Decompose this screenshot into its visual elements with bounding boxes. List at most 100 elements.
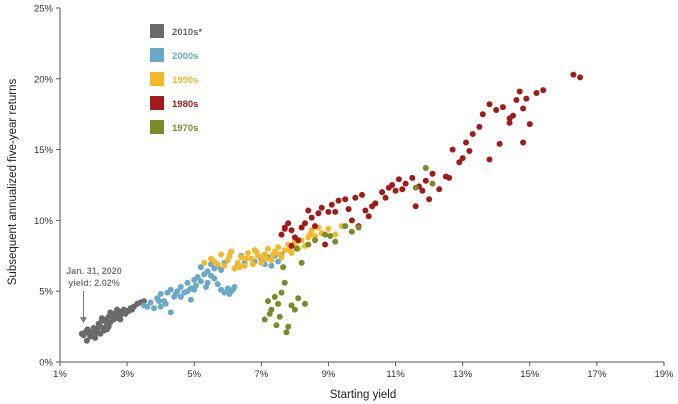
data-point bbox=[221, 289, 228, 296]
data-point bbox=[379, 189, 386, 196]
data-point bbox=[86, 330, 93, 337]
data-point bbox=[263, 255, 270, 262]
data-point bbox=[328, 201, 335, 208]
legend-label: 1970s bbox=[172, 123, 198, 134]
data-point bbox=[231, 265, 238, 272]
data-point bbox=[469, 131, 476, 137]
data-point bbox=[335, 197, 342, 204]
data-point bbox=[342, 223, 349, 230]
data-point bbox=[295, 237, 302, 244]
data-point bbox=[355, 224, 362, 231]
data-point bbox=[322, 241, 329, 248]
data-point bbox=[332, 238, 339, 245]
data-point bbox=[187, 296, 194, 303]
x-tick-label: 5% bbox=[187, 369, 201, 380]
data-point bbox=[293, 245, 300, 252]
data-point bbox=[244, 250, 251, 256]
data-point bbox=[278, 289, 285, 296]
data-point bbox=[280, 264, 287, 271]
data-point bbox=[426, 196, 433, 203]
legend-label: 1990s bbox=[172, 75, 198, 86]
data-point bbox=[197, 264, 204, 271]
data-point bbox=[268, 257, 275, 263]
data-point bbox=[412, 203, 419, 210]
x-tick-label: 13% bbox=[453, 369, 473, 380]
data-point bbox=[276, 313, 283, 320]
data-point bbox=[493, 107, 500, 113]
data-point bbox=[218, 267, 225, 273]
data-point bbox=[342, 196, 349, 203]
annotation-date: Jan. 31, 2020 bbox=[66, 266, 122, 276]
data-point bbox=[436, 186, 443, 193]
data-point bbox=[184, 279, 191, 286]
data-point bbox=[265, 245, 271, 252]
data-point bbox=[258, 259, 265, 266]
data-point bbox=[345, 206, 352, 213]
data-point bbox=[283, 329, 290, 336]
data-point bbox=[140, 298, 147, 305]
data-point bbox=[476, 123, 483, 130]
y-tick-label: 20% bbox=[34, 74, 54, 85]
data-point bbox=[322, 231, 329, 238]
data-point bbox=[399, 186, 406, 193]
data-point bbox=[261, 316, 268, 323]
data-point bbox=[281, 247, 288, 254]
data-point bbox=[285, 323, 292, 330]
data-point bbox=[392, 187, 399, 194]
data-point bbox=[422, 165, 429, 171]
data-point bbox=[248, 255, 255, 262]
data-point bbox=[95, 323, 102, 330]
data-point bbox=[288, 302, 295, 309]
data-point bbox=[352, 194, 359, 201]
legend-label: 2010s* bbox=[172, 27, 202, 38]
data-point bbox=[271, 293, 278, 300]
legend-swatch bbox=[150, 48, 164, 62]
data-point bbox=[327, 233, 334, 239]
series-points bbox=[201, 223, 345, 272]
data-point bbox=[172, 291, 179, 297]
data-point bbox=[268, 262, 275, 269]
data-point bbox=[466, 148, 473, 154]
annotation-arrow-head bbox=[79, 317, 87, 324]
data-point bbox=[229, 286, 236, 293]
data-point bbox=[302, 220, 308, 227]
data-point bbox=[162, 300, 169, 307]
data-point bbox=[275, 300, 282, 307]
data-point bbox=[194, 274, 201, 280]
data-point bbox=[249, 261, 256, 268]
y-tick-label: 10% bbox=[34, 216, 54, 227]
data-points bbox=[78, 71, 584, 344]
legend-label: 1980s bbox=[172, 99, 198, 110]
data-point bbox=[201, 259, 208, 266]
data-point bbox=[226, 291, 233, 297]
data-point bbox=[117, 316, 124, 323]
x-tick-label: 15% bbox=[520, 369, 540, 380]
data-point bbox=[513, 97, 520, 103]
data-point bbox=[325, 208, 332, 215]
data-point bbox=[214, 281, 221, 288]
data-point bbox=[523, 95, 530, 102]
data-point bbox=[281, 279, 288, 286]
data-point bbox=[456, 159, 463, 166]
data-point bbox=[278, 231, 285, 238]
x-tick-label: 17% bbox=[587, 369, 607, 380]
data-point bbox=[348, 217, 355, 224]
data-point bbox=[463, 139, 469, 146]
data-point bbox=[315, 210, 322, 217]
data-point bbox=[265, 298, 271, 305]
data-point bbox=[459, 155, 466, 162]
data-point bbox=[92, 334, 99, 341]
y-tick-label: 15% bbox=[34, 145, 54, 156]
data-point bbox=[184, 288, 191, 295]
data-point bbox=[203, 284, 209, 290]
data-point bbox=[167, 286, 174, 293]
annotation-yield: yield: 2.02% bbox=[68, 278, 120, 288]
data-point bbox=[365, 213, 372, 220]
series-points bbox=[78, 298, 147, 344]
data-point bbox=[540, 87, 547, 94]
data-point bbox=[157, 291, 164, 297]
annotation: Jan. 31, 2020 yield: 2.02% bbox=[66, 266, 122, 324]
axes: 1% 3% 5% 7% 9% 11% 13% 15% 17% 19% 0% 5% 10% 15% 20% 25… bbox=[34, 4, 674, 381]
data-point bbox=[318, 204, 325, 211]
series-points bbox=[278, 71, 584, 249]
